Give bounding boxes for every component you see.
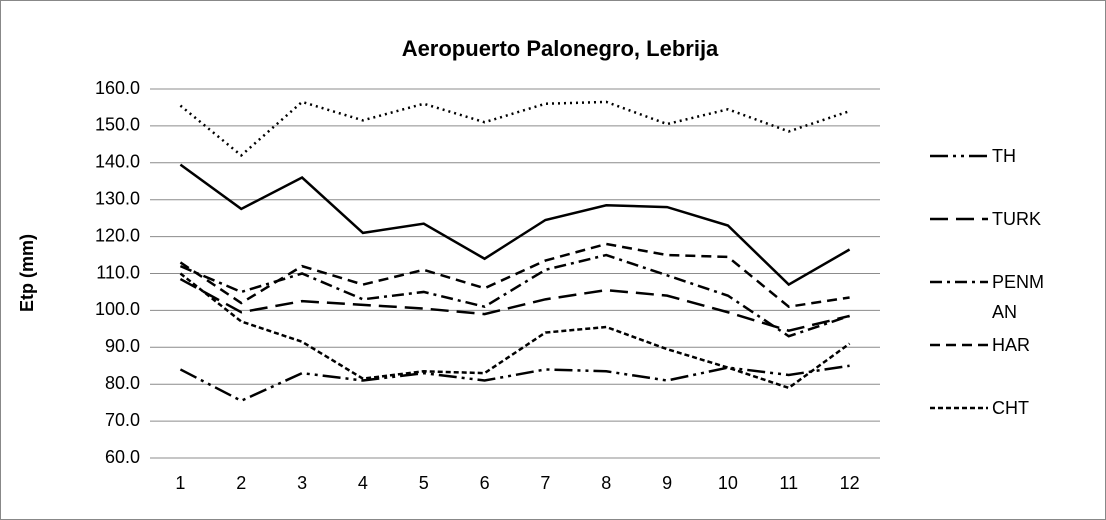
y-tick-label: 130.0: [95, 188, 140, 208]
series-line: [179, 277, 850, 332]
y-axis-label: Etp (mm): [17, 234, 37, 312]
legend-swatch: [930, 343, 988, 347]
legend-item: PENMAN: [928, 267, 1044, 327]
y-tick-label: 150.0: [95, 115, 140, 135]
legend-swatch: [930, 154, 988, 158]
legend-swatch: [930, 406, 988, 410]
legend-item: HAR: [928, 330, 1044, 360]
x-tick-label: 5: [419, 473, 429, 493]
series-line: [179, 100, 850, 158]
x-tick-label: 8: [601, 473, 611, 493]
legend-swatch: [930, 280, 988, 284]
y-tick-label: 100.0: [95, 299, 140, 319]
x-tick-label: 7: [540, 473, 550, 493]
legend-swatch: [930, 217, 988, 221]
legend-label: TURK: [992, 209, 1041, 229]
y-tick-label: 140.0: [95, 152, 140, 172]
x-tick-label: 10: [718, 473, 738, 493]
series-line: [179, 242, 850, 309]
legend-label: TH: [992, 146, 1016, 166]
x-tick-label: 6: [480, 473, 490, 493]
x-tick-label: 3: [297, 473, 307, 493]
legend-label: HAR: [992, 335, 1031, 355]
series-line: [179, 364, 850, 403]
series-line: [179, 253, 850, 338]
x-tick-label: 2: [236, 473, 246, 493]
x-tick-label: 4: [358, 473, 368, 493]
x-tick-label: 9: [662, 473, 672, 493]
legend-label: CHT: [992, 398, 1029, 418]
series-line: [179, 163, 851, 287]
y-tick-label: 60.0: [105, 447, 140, 467]
y-tick-label: 90.0: [105, 336, 140, 356]
y-tick-label: 110.0: [96, 262, 140, 282]
y-tick-label: 80.0: [105, 373, 140, 393]
y-tick-label: 70.0: [105, 410, 140, 430]
x-tick-label: 11: [779, 473, 798, 493]
series-line: [179, 272, 851, 390]
x-tick-label: 1: [175, 473, 185, 493]
legend-item: TH: [928, 141, 1044, 171]
y-tick-label: 120.0: [95, 225, 140, 245]
legend-item: CHT: [928, 393, 1044, 423]
legend-label: PENMAN: [992, 272, 1045, 322]
x-tick-label: 12: [840, 473, 860, 493]
chart-title: Aeropuerto Palonegro, Lebrija: [402, 36, 719, 61]
legend-item: TURK: [928, 204, 1044, 234]
y-tick-label: 160.0: [95, 78, 140, 98]
